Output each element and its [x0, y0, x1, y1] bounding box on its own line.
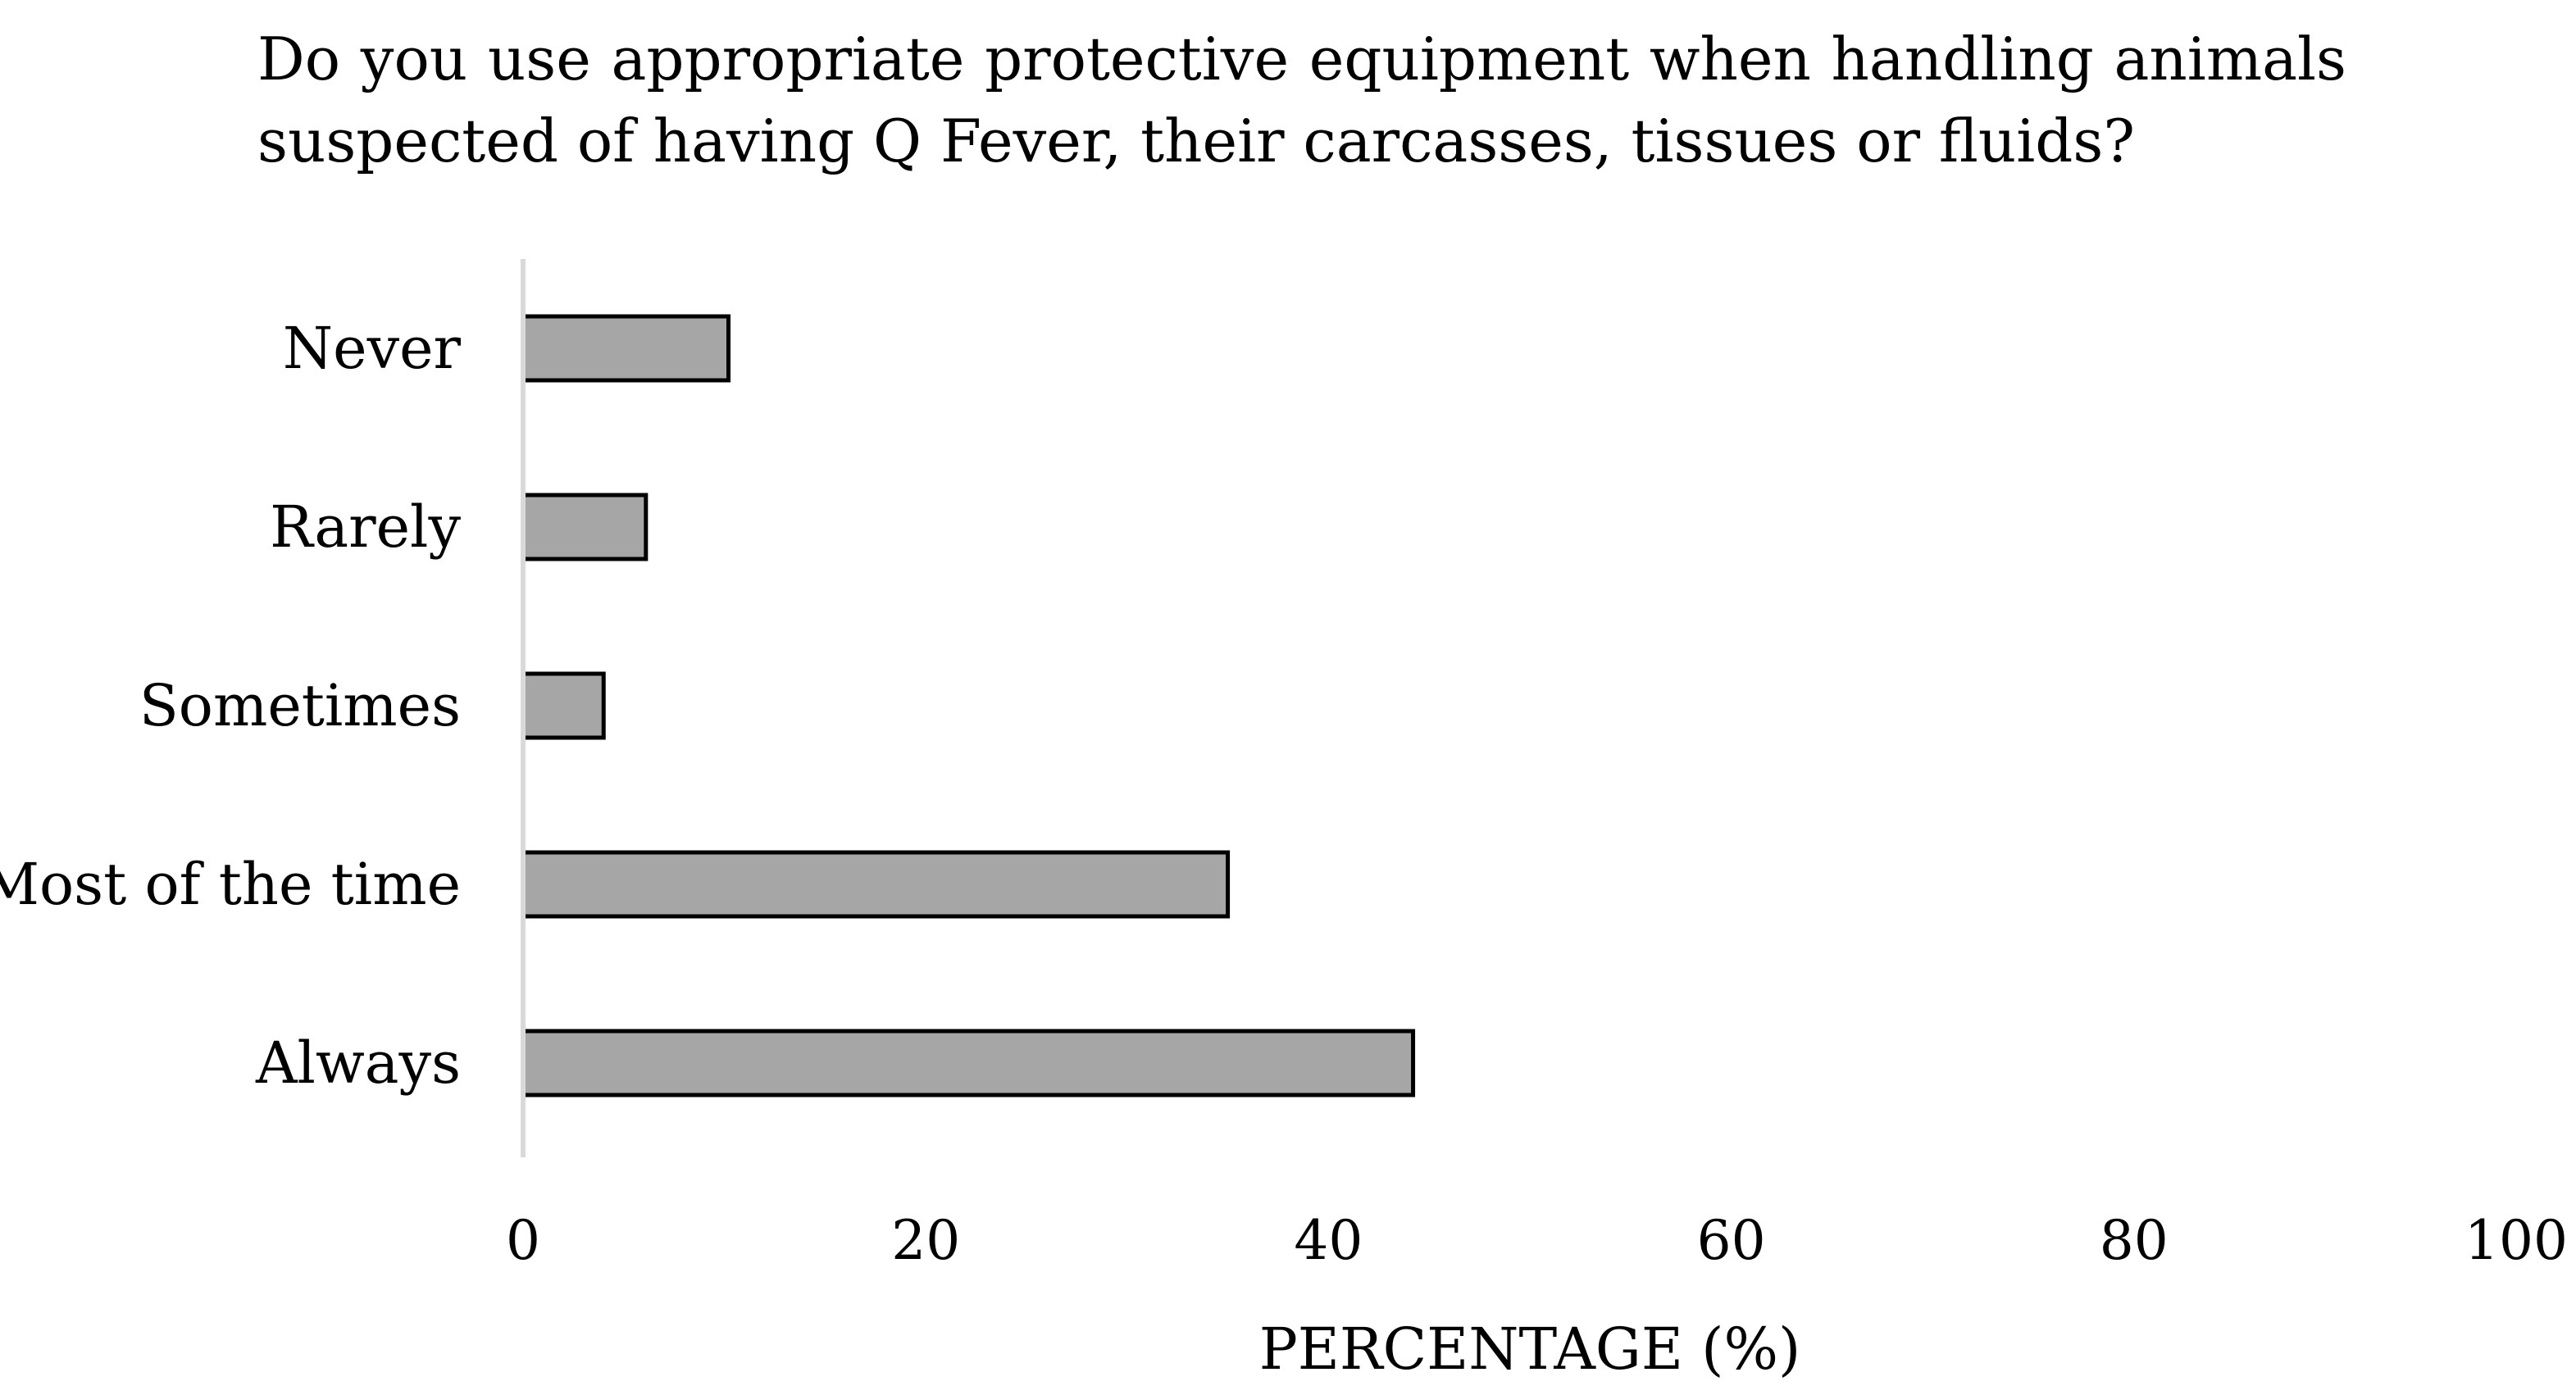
bar-most-of-the-time	[521, 850, 1231, 919]
x-axis-title: PERCENTAGE (%)	[1259, 1315, 1801, 1383]
bar-never	[521, 314, 731, 383]
chart-title: Do you use appropriate protective equipm…	[257, 25, 2346, 175]
bars-layer	[521, 314, 1416, 1097]
x-tick-label: 80	[2100, 1209, 2169, 1272]
category-label: Rarely	[270, 493, 461, 561]
category-labels: Never Rarely Sometimes Most of the time Alwa…	[0, 315, 462, 1097]
category-label: Sometimes	[139, 672, 461, 739]
x-tick-labels: 0 20 40 60 80 100	[506, 1209, 2568, 1272]
x-tick-label: 60	[1697, 1209, 1766, 1272]
bar-always	[521, 1029, 1416, 1097]
x-tick-label: 0	[506, 1209, 540, 1272]
category-label: Never	[283, 315, 462, 382]
x-tick-label: 40	[1294, 1209, 1363, 1272]
bar-rarely	[521, 493, 649, 561]
bar-sometimes	[521, 671, 606, 740]
x-tick-label: 100	[2464, 1209, 2568, 1272]
x-tick-label: 20	[891, 1209, 960, 1272]
category-label: Always	[255, 1029, 461, 1097]
category-label: Most of the time	[0, 851, 461, 918]
